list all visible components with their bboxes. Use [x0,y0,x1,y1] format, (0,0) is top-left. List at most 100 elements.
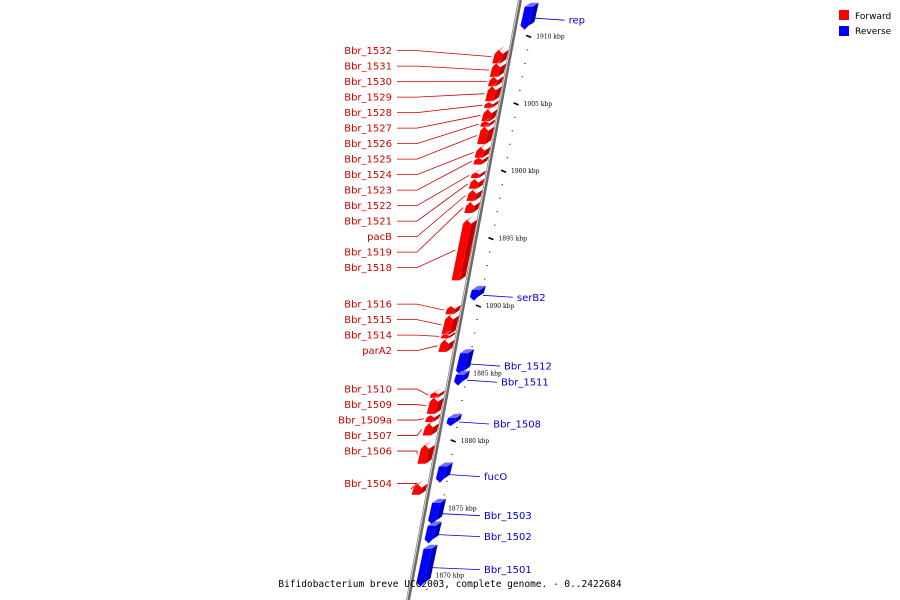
legend-forward-label: Forward [855,12,891,22]
gene-Bbr_1509a[interactable] [425,411,441,422]
gene-label-Bbr_1516[interactable]: Bbr_1516 [344,300,392,311]
gene-Bbr_1501[interactable] [416,544,438,587]
gene-Bbr_1510[interactable] [429,388,445,398]
gene-serB2[interactable] [469,285,486,301]
gene-label-Bbr_1511[interactable]: Bbr_1511 [501,378,549,389]
gene-label-rep[interactable]: rep [569,16,585,27]
gene-Bbr_1516[interactable] [445,302,461,315]
major-tick: 1880 kbp [450,438,489,445]
label-leader [397,65,489,71]
major-tick-label: 1870 kbp [436,573,465,580]
gene-Bbr_1529[interactable] [485,82,502,102]
gene-top [438,462,453,467]
gene-side [528,2,539,26]
gene-side [425,444,435,464]
gene-label-Bbr_1509[interactable]: Bbr_1509 [344,400,392,411]
gene-Bbr_1532[interactable] [492,45,509,64]
gene-label-serB2[interactable]: serB2 [517,293,546,304]
gene-Bbr_1502[interactable] [424,521,442,544]
gene-arrow [426,397,438,414]
major-tick: 1910 kbp [525,33,565,40]
gene-rep[interactable] [520,2,539,30]
gene-label-Bbr_1527[interactable]: Bbr_1527 [344,124,392,135]
gene-label-Bbr_1509a[interactable]: Bbr_1509a [338,416,392,427]
gene-side [446,339,455,352]
legend: Forward Reverse [839,10,892,37]
gene-label-Bbr_1506[interactable]: Bbr_1506 [344,447,392,458]
label-leader [442,513,481,517]
gene-label-Bbr_1510[interactable]: Bbr_1510 [344,385,392,396]
gene-Bbr_1521[interactable] [468,175,485,189]
gene-side [491,100,499,108]
gene-Bbr_1506[interactable] [417,440,435,464]
gene-side [477,285,486,297]
gene-fucO[interactable] [435,462,453,483]
gene-top [474,153,485,161]
label-leader [459,421,490,425]
gene-label-Bbr_1515[interactable]: Bbr_1515 [344,315,392,326]
gene-top [481,117,492,124]
gene-side [453,304,461,315]
gene-label-Bbr_1522[interactable]: Bbr_1522 [344,201,392,212]
gene-label-Bbr_1518[interactable]: Bbr_1518 [344,263,392,274]
gene-Bbr_1522[interactable] [470,168,486,178]
label-leader [397,50,492,57]
gene-label-Bbr_1507[interactable]: Bbr_1507 [344,431,392,442]
gene-label-Bbr_1514[interactable]: Bbr_1514 [344,331,392,342]
gene-parA2[interactable] [438,335,455,352]
gene-label-Bbr_1524[interactable]: Bbr_1524 [344,170,392,181]
gene-label-Bbr_1519[interactable]: Bbr_1519 [344,248,392,259]
gene-label-parA2[interactable]: parA2 [362,346,392,357]
gene-label-Bbr_1525[interactable]: Bbr_1525 [344,155,392,166]
gene-Bbr_1519[interactable] [464,198,481,213]
gene-Bbr_1524[interactable] [474,143,491,158]
gene-arrow [435,466,447,483]
gene-side [478,170,486,178]
gene-Bbr_1508[interactable] [446,414,463,427]
gene-Bbr_1503[interactable] [428,498,447,525]
gene-pacB[interactable] [466,186,483,201]
gene-Bbr_1530[interactable] [487,72,504,87]
gene-label-fucO[interactable]: fucO [484,472,507,483]
gene-arrow [464,202,475,213]
gene-label-Bbr_1508[interactable]: Bbr_1508 [493,420,541,431]
gene-label-Bbr_1529[interactable]: Bbr_1529 [344,93,392,104]
gene-Bbr_1528[interactable] [483,98,499,108]
gene-label-pacB[interactable]: pacB [367,232,392,243]
gene-label-Bbr_1501[interactable]: Bbr_1501 [484,565,532,576]
gene-arrow [520,6,533,30]
gene-Bbr_1523[interactable] [473,153,489,165]
gene-arrow [416,548,432,587]
gene-Bbr_1504[interactable] [411,480,428,495]
gene-label-Bbr_1526[interactable]: Bbr_1526 [344,139,392,150]
gene-label-Bbr_1504[interactable]: Bbr_1504 [344,479,392,490]
gene-label-Bbr_1531[interactable]: Bbr_1531 [344,62,392,73]
gene-label-Bbr_1502[interactable]: Bbr_1502 [484,532,532,543]
gene-label-Bbr_1512[interactable]: Bbr_1512 [504,362,552,373]
gene-arrow [422,423,433,436]
label-leader [397,483,419,490]
label-leader [397,135,477,160]
gene-label-Bbr_1532[interactable]: Bbr_1532 [344,46,392,57]
gene-Bbr_1511[interactable] [454,370,470,386]
gene-label-Bbr_1523[interactable]: Bbr_1523 [344,186,392,197]
gene-label-Bbr_1521[interactable]: Bbr_1521 [344,217,392,228]
gene-label-Bbr_1528[interactable]: Bbr_1528 [344,108,392,119]
gene-Bbr_1531[interactable] [489,59,507,77]
gene-side [437,390,445,398]
gene-Bbr_1514[interactable] [440,330,456,339]
gene-Bbr_1512[interactable] [456,349,475,375]
gene-arrow [425,415,435,422]
gene-label-Bbr_1503[interactable]: Bbr_1503 [484,511,532,522]
major-tick-mark [475,304,482,308]
gene-label-Bbr_1530[interactable]: Bbr_1530 [344,77,392,88]
gene-Bbr_1525[interactable] [477,122,495,145]
gene-Bbr_1515[interactable] [441,311,460,335]
gene-Bbr_1507[interactable] [422,419,439,436]
gene-top [460,349,475,354]
major-tick: 1900 kbp [500,168,540,175]
gene-Bbr_1509[interactable] [426,393,444,414]
gene-Bbr_1518[interactable] [451,215,477,281]
gene-arrow [466,190,477,201]
gene-Bbr_1527[interactable] [481,105,498,122]
